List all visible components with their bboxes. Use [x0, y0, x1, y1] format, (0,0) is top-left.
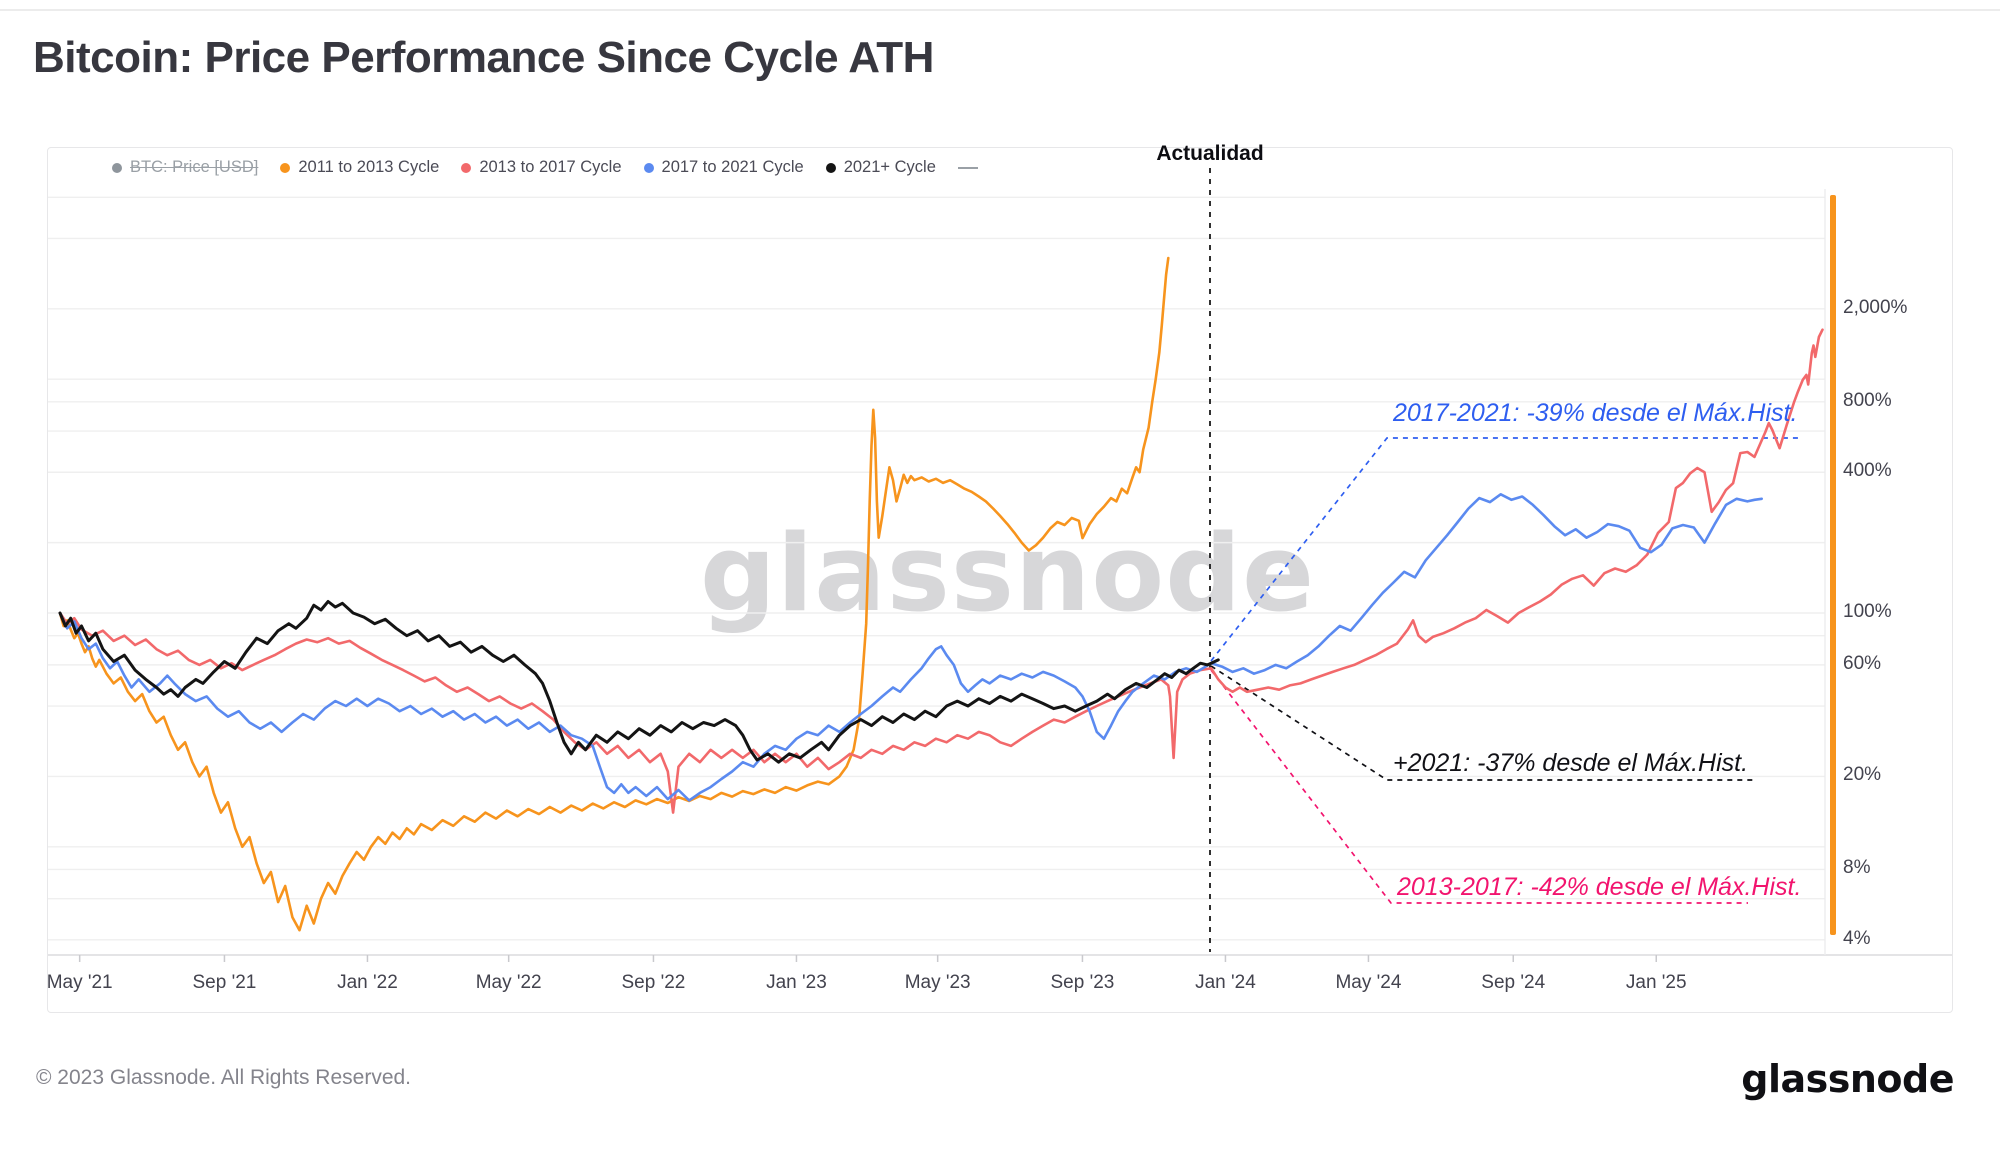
legend-dot-icon	[825, 162, 836, 173]
actualidad-label: Actualidad	[1156, 142, 1264, 165]
y-tick-label: 60%	[1843, 652, 1882, 674]
legend-dot-icon	[280, 162, 291, 173]
y-tick-label: 400%	[1843, 460, 1892, 482]
page-title: Bitcoin: Price Performance Since Cycle A…	[33, 33, 934, 82]
chart-legend: BTC: Price [USD] 2011 to 2013 Cycle 2013 t…	[112, 158, 978, 177]
x-tick-label: Jan '22	[337, 972, 398, 993]
x-tick-label: May '23	[904, 972, 971, 993]
series-2013-to-2017-cycle[interactable]	[58, 328, 1824, 814]
x-tick-label: Sep '22	[621, 972, 686, 993]
copyright-text: © 2023 Glassnode. All Rights Reserved.	[36, 1066, 412, 1089]
legend-item-label: 2017 to 2021 Cycle	[661, 158, 804, 176]
legend-item-2021-cycle[interactable]: 2021+ Cycle	[825, 158, 936, 177]
y-tick-label: 2,000%	[1843, 296, 1908, 318]
x-tick-label: Sep '23	[1050, 972, 1115, 993]
legend-item-2017-to-2021-cycle[interactable]: 2017 to 2021 Cycle	[643, 158, 804, 177]
legend-item-2013-to-2017-cycle[interactable]: 2013 to 2017 Cycle	[461, 158, 622, 177]
x-tick-label: May '24	[1335, 972, 1402, 993]
legend-item-dash[interactable]	[957, 166, 978, 169]
legend-dot-icon	[643, 162, 654, 173]
legend-item-label: BTC: Price [USD]	[130, 158, 259, 176]
x-tick-label: Jan '23	[766, 972, 827, 993]
legend-item-2011-to-2013-cycle[interactable]: 2011 to 2013 Cycle	[280, 158, 439, 177]
y-tick-label: 800%	[1843, 389, 1892, 411]
annotation-2013-2017: 2013-2017: -42% desde el Máx.Hist.	[1397, 873, 1802, 901]
annotation-2017-2021: 2017-2021: -39% desde el Máx.Hist.	[1393, 399, 1798, 427]
glassnode-watermark: glassnode	[700, 512, 1315, 635]
legend-dot-icon	[461, 162, 472, 173]
dash-icon	[957, 166, 978, 169]
series-2011-to-2013-cycle[interactable]	[58, 256, 1170, 932]
legend-item-label: 2011 to 2013 Cycle	[298, 158, 440, 176]
x-tick-label: Jan '24	[1195, 972, 1256, 993]
y-tick-label: 20%	[1843, 764, 1882, 786]
legend-item-label: 2021+ Cycle	[843, 158, 936, 176]
series-2021-cycle[interactable]	[58, 600, 1220, 764]
legend-item-label: 2013 to 2017 Cycle	[479, 158, 622, 176]
series-2017-to-2021-cycle[interactable]	[58, 493, 1763, 802]
x-tick-label: May '22	[475, 972, 542, 993]
x-tick-label: Sep '21	[192, 972, 257, 993]
2017-2021-callout-line	[1210, 437, 1802, 662]
2013-2017-callout-line	[1210, 669, 1748, 904]
y-tick-label: 8%	[1843, 857, 1871, 879]
x-tick-label: Sep '24	[1481, 972, 1546, 993]
price-axis-bar	[1830, 195, 1836, 935]
y-tick-label: 100%	[1843, 601, 1892, 622]
top-divider	[0, 9, 2000, 11]
chart-card	[47, 147, 1953, 1013]
glassnode-logo: glassnode	[1741, 1057, 1954, 1101]
x-tick-label: Jan '25	[1625, 972, 1687, 993]
annotation-plus-2021: +2021: -37% desde el Máx.Hist.	[1393, 749, 1749, 777]
y-tick-label: 4%	[1843, 927, 1871, 949]
legend-dot-icon	[112, 162, 122, 173]
legend-item-btc-price-usd[interactable]: BTC: Price [USD]	[112, 158, 258, 177]
x-tick-label: May '21	[46, 972, 113, 993]
